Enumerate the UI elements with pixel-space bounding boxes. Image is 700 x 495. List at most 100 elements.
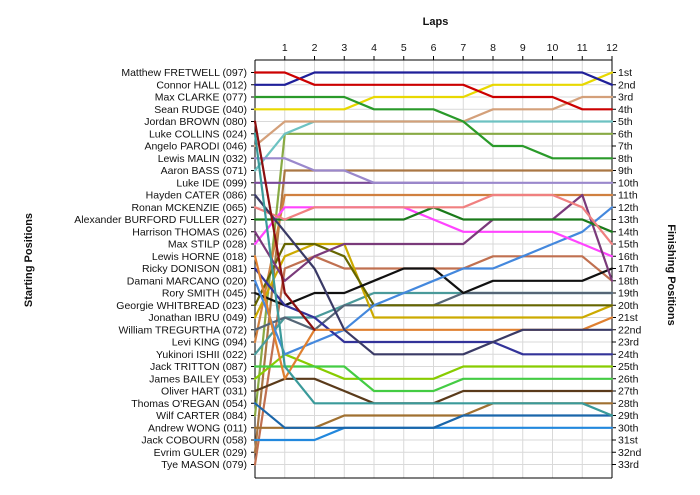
finishing-position-label: 13th — [618, 214, 639, 226]
starting-position-label: Jack TRITTON (087) — [150, 361, 247, 373]
finishing-position-label: 17th — [618, 263, 639, 275]
starting-position-label: Ronan MCKENZIE (065) — [131, 202, 247, 214]
finishing-position-label: 1st — [618, 67, 632, 79]
finishing-position-label: 14th — [618, 226, 639, 238]
starting-position-label: Alexander BURFORD FULLER (027) — [74, 214, 247, 226]
finishing-position-label: 10th — [618, 177, 639, 189]
finishing-position-label: 20th — [618, 300, 639, 312]
finishing-position-label: 26th — [618, 373, 639, 385]
driver-position-line — [253, 71, 614, 86]
lap-tick-label: 11 — [577, 42, 588, 54]
finishing-position-label: 19th — [618, 288, 639, 300]
lap-tick-label: 2 — [312, 42, 318, 54]
starting-position-label: Hayden CATER (086) — [146, 190, 247, 202]
lap-tick-label: 5 — [401, 42, 407, 54]
finishing-position-label: 15th — [618, 239, 639, 251]
finishing-position-label: 27th — [618, 386, 639, 398]
finishing-position-label: 8th — [618, 153, 633, 165]
starting-position-label: William TREGURTHA (072) — [118, 324, 247, 336]
starting-position-label: Max STILP (028) — [168, 239, 247, 251]
starting-position-label: Lewis HORNE (018) — [152, 251, 247, 263]
starting-position-label: Aaron BASS (071) — [161, 165, 247, 177]
starting-position-label: Jonathan IBRU (049) — [148, 312, 247, 324]
finishing-position-label: 4th — [618, 104, 633, 116]
starting-position-label: Connor HALL (012) — [156, 79, 247, 91]
finishing-position-label: 33rd — [618, 459, 639, 471]
starting-position-label: Rory SMITH (045) — [162, 288, 247, 300]
starting-position-label: James BAILEY (053) — [149, 373, 247, 385]
driver-position-line — [253, 402, 614, 429]
driver-position-line — [253, 242, 614, 307]
starting-position-label: Ricky DONISON (081) — [142, 263, 247, 275]
finishing-position-label: 11th — [618, 190, 638, 202]
lap-tick-label: 8 — [490, 42, 496, 54]
starting-position-label: Harrison THOMAS (026) — [132, 226, 247, 238]
starting-position-label: Yukinori ISHII (022) — [156, 349, 247, 361]
starting-position-label: Lewis MALIN (032) — [158, 153, 247, 165]
finishing-position-label: 6th — [618, 128, 633, 140]
lap-tick-label: 9 — [520, 42, 526, 54]
starting-position-label: Max CLARKE (077) — [155, 92, 247, 104]
starting-position-label: Thomas O'REGAN (054) — [131, 398, 247, 410]
finishing-position-label: 22nd — [618, 324, 642, 336]
chart-title: Laps — [423, 16, 449, 28]
finishing-position-label: 18th — [618, 275, 639, 287]
finishing-position-label: 9th — [618, 165, 633, 177]
finishing-position-label: 24th — [618, 349, 639, 361]
starting-position-label: Luke COLLINS (024) — [149, 128, 247, 140]
starting-position-label: Jordan BROWN (080) — [144, 116, 247, 128]
lap-tick-label: 12 — [606, 42, 618, 54]
y-axis-label-right: Finishing Positions — [665, 224, 677, 325]
finishing-position-label: 30th — [618, 422, 639, 434]
finishing-position-label: 2nd — [618, 79, 636, 91]
finishing-position-label: 5th — [618, 116, 633, 128]
driver-position-line — [253, 267, 614, 307]
driver-position-line — [253, 71, 614, 111]
lap-tick-label: 7 — [460, 42, 466, 54]
starting-position-label: Jack COBOURN (058) — [141, 435, 247, 447]
finishing-position-label: 31st — [618, 435, 638, 447]
driver-position-line — [253, 365, 614, 393]
finishing-position-label: 21st — [618, 312, 638, 324]
lap-tick-label: 4 — [371, 42, 377, 54]
driver-position-line — [253, 132, 614, 417]
finishing-position-label: 7th — [618, 141, 633, 153]
driver-position-line — [253, 95, 614, 148]
starting-position-label: Oliver HART (031) — [161, 386, 247, 398]
driver-position-line — [253, 95, 614, 160]
finishing-position-label: 25th — [618, 361, 639, 373]
driver-position-line — [253, 193, 614, 356]
starting-position-label: Tye MASON (079) — [161, 459, 247, 471]
y-axis-label-left: Starting Positions — [23, 213, 35, 307]
finishing-position-label: 12th — [618, 202, 639, 214]
finishing-position-label: 28th — [618, 398, 639, 410]
starting-position-label: Georgie WHITBREAD (023) — [116, 300, 247, 312]
starting-position-label: Luke IDE (099) — [176, 177, 247, 189]
lap-tick-label: 3 — [341, 42, 347, 54]
finishing-position-label: 3rd — [618, 92, 633, 104]
finishing-position-label: 16th — [618, 251, 639, 263]
driver-position-line — [253, 71, 614, 111]
starting-position-label: Sean RUDGE (040) — [154, 104, 247, 116]
driver-position-line — [253, 157, 614, 184]
driver-position-line — [253, 132, 614, 417]
finishing-position-label: 32nd — [618, 447, 642, 459]
finishing-position-label: 29th — [618, 410, 639, 422]
starting-position-label: Angelo PARODI (046) — [144, 141, 247, 153]
lap-tick-label: 6 — [431, 42, 437, 54]
starting-position-label: Damani MARCANO (020) — [127, 275, 247, 287]
lap-tick-label: 10 — [547, 42, 559, 54]
lap-tick-label: 1 — [282, 42, 288, 54]
driver-position-line — [253, 193, 614, 246]
starting-position-label: Matthew FRETWELL (097) — [121, 67, 247, 79]
driver-position-line — [253, 206, 614, 356]
starting-position-label: Wilf CARTER (084) — [156, 410, 247, 422]
driver-position-line — [253, 120, 316, 331]
driver-position-line — [253, 267, 614, 356]
finishing-position-label: 23rd — [618, 337, 639, 349]
starting-position-label: Levi KING (094) — [172, 337, 247, 349]
starting-position-label: Andrew WONG (011) — [148, 422, 247, 434]
starting-position-label: Evrim GULER (029) — [154, 447, 247, 459]
